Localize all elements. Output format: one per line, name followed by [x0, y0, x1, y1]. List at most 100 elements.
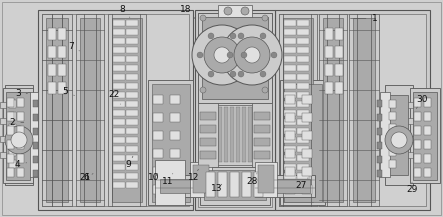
Bar: [17, 168, 24, 177]
Text: 8: 8: [119, 5, 130, 17]
Bar: [113, 101, 125, 107]
Bar: [113, 119, 125, 125]
Circle shape: [234, 37, 270, 73]
Circle shape: [260, 33, 266, 39]
Bar: [385, 85, 413, 185]
Bar: [113, 20, 125, 26]
Bar: [195, 10, 275, 210]
Bar: [198, 13, 272, 103]
Bar: [200, 138, 216, 146]
Bar: [0, 136, 10, 142]
Bar: [126, 155, 138, 161]
Text: 10: 10: [148, 173, 160, 182]
Bar: [126, 92, 138, 98]
Bar: [284, 38, 296, 44]
Bar: [424, 126, 431, 135]
Circle shape: [262, 87, 268, 93]
Bar: [389, 112, 396, 120]
Bar: [389, 136, 396, 144]
Bar: [285, 185, 295, 194]
Bar: [284, 92, 296, 98]
Bar: [113, 128, 125, 134]
Circle shape: [192, 25, 252, 85]
Bar: [349, 14, 379, 206]
Bar: [284, 155, 296, 161]
Text: 1: 1: [350, 14, 377, 23]
Circle shape: [227, 52, 233, 58]
Bar: [126, 119, 138, 125]
Bar: [424, 98, 431, 107]
Bar: [126, 182, 138, 188]
Bar: [33, 170, 38, 177]
Bar: [297, 29, 309, 35]
Bar: [148, 80, 193, 205]
Bar: [126, 128, 138, 134]
Bar: [285, 113, 295, 122]
Bar: [9, 112, 16, 120]
Bar: [230, 172, 239, 197]
Bar: [297, 146, 309, 152]
Circle shape: [208, 33, 214, 39]
Bar: [152, 84, 190, 202]
Circle shape: [260, 71, 266, 77]
Text: 2: 2: [10, 118, 24, 127]
Bar: [408, 118, 418, 124]
Bar: [389, 160, 396, 168]
Bar: [113, 155, 125, 161]
Bar: [126, 20, 138, 26]
Bar: [33, 156, 38, 163]
Bar: [284, 101, 296, 107]
Bar: [248, 107, 252, 162]
Bar: [335, 46, 343, 58]
Bar: [170, 185, 180, 194]
Bar: [80, 18, 100, 202]
Bar: [254, 112, 270, 120]
Bar: [200, 107, 204, 162]
Bar: [7, 168, 14, 177]
Bar: [389, 148, 396, 156]
Bar: [297, 83, 309, 89]
Bar: [155, 175, 215, 197]
Bar: [297, 128, 309, 134]
Bar: [408, 102, 418, 108]
Bar: [58, 64, 66, 76]
Bar: [8, 95, 28, 175]
Text: 7: 7: [68, 42, 79, 51]
Bar: [170, 131, 180, 140]
Bar: [46, 18, 68, 202]
Circle shape: [238, 33, 244, 39]
Bar: [284, 84, 322, 202]
Circle shape: [197, 52, 203, 58]
Bar: [126, 47, 138, 53]
Bar: [414, 140, 421, 149]
Bar: [126, 110, 138, 116]
Bar: [126, 74, 138, 80]
Bar: [113, 65, 125, 71]
Bar: [242, 172, 251, 197]
Bar: [113, 83, 125, 89]
Bar: [7, 154, 14, 163]
Bar: [230, 107, 234, 162]
Bar: [325, 46, 333, 58]
Bar: [0, 102, 10, 108]
Bar: [7, 126, 14, 135]
Bar: [408, 136, 418, 142]
Bar: [155, 160, 185, 205]
Bar: [126, 137, 138, 143]
Bar: [153, 95, 163, 104]
Bar: [389, 124, 396, 132]
Bar: [424, 140, 431, 149]
Bar: [204, 170, 266, 200]
Bar: [126, 101, 138, 107]
Bar: [302, 167, 312, 176]
Bar: [414, 112, 421, 121]
Bar: [280, 80, 325, 205]
Bar: [193, 165, 209, 193]
Bar: [126, 38, 138, 44]
Bar: [113, 92, 125, 98]
Bar: [377, 156, 382, 163]
Bar: [297, 155, 309, 161]
Bar: [254, 172, 263, 197]
Text: 13: 13: [211, 184, 223, 193]
Circle shape: [262, 15, 268, 21]
